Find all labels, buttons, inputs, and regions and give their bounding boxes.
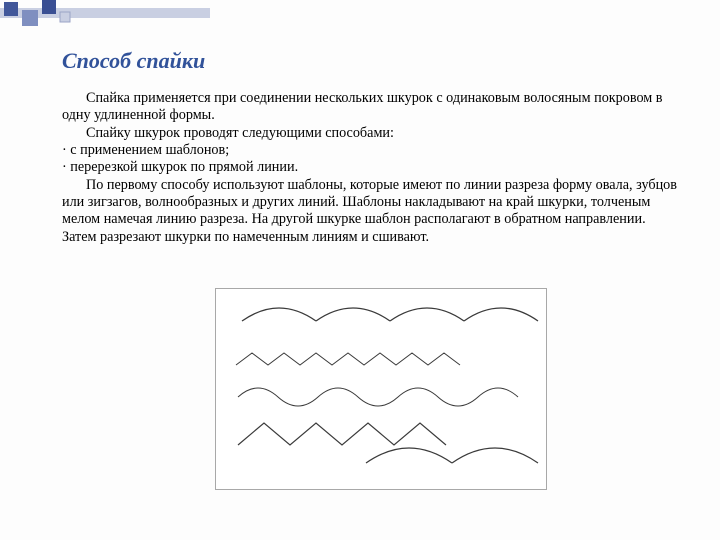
slide-content: Способ спайки Спайка применяется при сое… [62, 48, 680, 246]
slide-title: Способ спайки [62, 48, 680, 74]
body-text: Спайка применяется при соединении нескол… [62, 90, 680, 246]
paragraph: Спайка применяется при соединении нескол… [62, 90, 680, 125]
paragraph: Спайку шкурок проводят следующими способ… [62, 125, 680, 142]
corner-decoration [0, 0, 230, 36]
pattern-svg [216, 289, 546, 489]
bullet-item: · с применением шаблонов; [62, 142, 680, 159]
paragraph: По первому способу используют шаблоны, к… [62, 177, 680, 246]
pattern-diagram [215, 288, 547, 490]
bullet-item: · перерезкой шкурок по прямой линии. [62, 159, 680, 176]
